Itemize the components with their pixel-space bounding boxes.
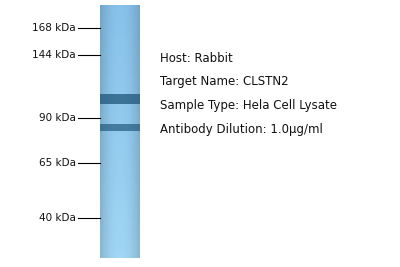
Text: 40 kDa: 40 kDa xyxy=(39,213,76,223)
Text: 168 kDa: 168 kDa xyxy=(32,23,76,33)
Text: 144 kDa: 144 kDa xyxy=(32,50,76,60)
Text: 65 kDa: 65 kDa xyxy=(39,158,76,168)
Text: Antibody Dilution: 1.0μg/ml: Antibody Dilution: 1.0μg/ml xyxy=(160,124,323,136)
Text: Sample Type: Hela Cell Lysate: Sample Type: Hela Cell Lysate xyxy=(160,100,337,112)
Bar xyxy=(100,124,140,131)
Bar xyxy=(100,94,140,104)
Text: Target Name: CLSTN2: Target Name: CLSTN2 xyxy=(160,76,289,88)
Text: Host: Rabbit: Host: Rabbit xyxy=(160,52,233,65)
Text: 90 kDa: 90 kDa xyxy=(39,113,76,123)
